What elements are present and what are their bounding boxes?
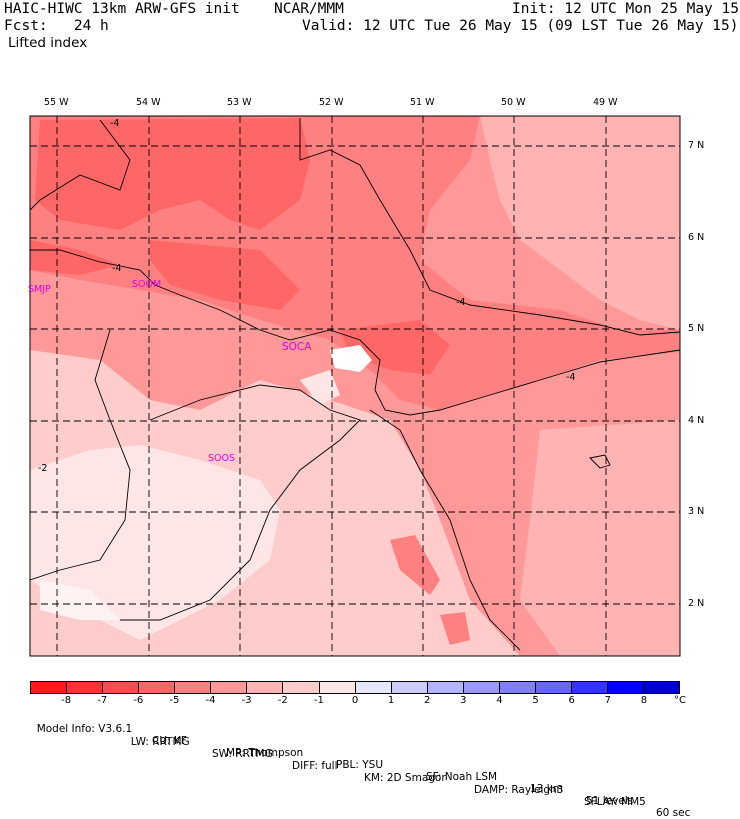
lon-label: 49 W bbox=[593, 97, 618, 108]
colorbar-swatch bbox=[211, 682, 248, 693]
colorbar-swatch bbox=[31, 682, 68, 693]
colorbar-tick-label: -7 bbox=[97, 695, 108, 706]
lat-label: 4 N bbox=[688, 415, 705, 426]
colorbar-tick-label: -4 bbox=[205, 695, 216, 706]
contour-label: -4 bbox=[110, 118, 120, 129]
colorbar bbox=[30, 681, 680, 694]
init-time: Init: 12 UTC Mon 25 May 15 bbox=[512, 1, 739, 17]
org-label: NCAR/MMM bbox=[274, 1, 344, 17]
contour-label: -4 bbox=[456, 297, 466, 308]
footer-model-info: Model Info: V3.6.1 CU: KF MP: Thompson P… bbox=[30, 711, 691, 819]
station-label: SOOS bbox=[208, 453, 236, 464]
colorbar-swatch bbox=[175, 682, 212, 693]
colorbar-swatch bbox=[355, 682, 392, 693]
colorbar-swatch bbox=[283, 682, 320, 693]
colorbar-tick-label: 2 bbox=[424, 695, 431, 706]
colorbar-swatch bbox=[103, 682, 140, 693]
forecast-hour: Fcst: 24 h bbox=[4, 18, 109, 34]
colorbar-tick-label: -5 bbox=[169, 695, 180, 706]
field-shading bbox=[30, 116, 680, 656]
lat-label: 2 N bbox=[688, 598, 705, 609]
colorbar-tick-label: -3 bbox=[241, 695, 252, 706]
contours bbox=[30, 118, 680, 651]
footer-item: Model Info: V3.6.1 bbox=[36, 723, 133, 735]
lon-label: 53 W bbox=[227, 97, 252, 108]
contour-label: -2 bbox=[38, 463, 48, 474]
colorbar-tick-label: -1 bbox=[313, 695, 324, 706]
colorbar-tick-label: 1 bbox=[387, 695, 395, 706]
lon-label: 55 W bbox=[44, 97, 69, 108]
colorbar-swatch bbox=[427, 682, 464, 693]
colorbar-tick-label: 4 bbox=[496, 695, 503, 706]
colorbar-ticks: -8 -7 -6 -5 -4 -3 -2 -1 0 1 2 3 4 5 6 7 8 bbox=[30, 694, 680, 708]
lat-label: 6 N bbox=[688, 232, 705, 243]
lat-label: 7 N bbox=[688, 140, 705, 151]
map-panel bbox=[29, 115, 681, 657]
colorbar-tick-label: 5 bbox=[532, 695, 539, 706]
colorbar-swatch bbox=[391, 682, 428, 693]
lat-label: 5 N bbox=[688, 323, 705, 334]
contour-label: -4 bbox=[112, 263, 122, 274]
footer-physics: LW: RRTMG SW: RRTMG DIFF: full KM: 2D Sm… bbox=[124, 724, 646, 808]
graticule bbox=[30, 116, 680, 656]
colorbar-tick-label: 6 bbox=[568, 695, 575, 706]
colorbar-tick-label: 3 bbox=[460, 695, 467, 706]
colorbar-tick-label: -2 bbox=[277, 695, 288, 706]
station-label: SMJP bbox=[28, 284, 51, 295]
colorbar-tick-label: 0 bbox=[351, 695, 359, 706]
colorbar-swatch bbox=[67, 682, 104, 693]
colorbar-swatch bbox=[644, 682, 680, 693]
model-title: HAIC-HIWC 13km ARW-GFS init bbox=[4, 1, 240, 17]
footer-item: SW: RRTMG bbox=[212, 748, 273, 760]
colorbar-swatch bbox=[535, 682, 572, 693]
colorbar-swatch bbox=[247, 682, 284, 693]
colorbar-unit: °C bbox=[674, 695, 686, 706]
colorbar-swatch bbox=[608, 682, 645, 693]
colorbar-swatch bbox=[571, 682, 608, 693]
lon-label: 54 W bbox=[136, 97, 161, 108]
station-label: SOCA bbox=[282, 341, 312, 353]
colorbar-swatch bbox=[499, 682, 536, 693]
station-label: SOOM bbox=[132, 279, 162, 290]
valid-time: Valid: 12 UTC Tue 26 May 15 (09 LST Tue … bbox=[302, 18, 739, 34]
field-name: Lifted index bbox=[8, 35, 88, 51]
footer-item: LW: RRTMG bbox=[130, 736, 190, 748]
contour-label: -4 bbox=[566, 372, 576, 383]
colorbar-swatch bbox=[319, 682, 356, 693]
colorbar-swatch bbox=[463, 682, 500, 693]
footer-item: PBL: YSU bbox=[336, 759, 384, 771]
lon-label: 50 W bbox=[501, 97, 526, 108]
footer-item: 60 sec bbox=[656, 807, 691, 819]
colorbar-tick-label: 7 bbox=[604, 695, 611, 706]
footer-item: DAMP: Rayleigh3 bbox=[474, 784, 564, 796]
colorbar-tick-label: 8 bbox=[640, 695, 648, 706]
footer-item: KM: 2D Smagor bbox=[364, 772, 446, 784]
footer-item: SFLAY: MM5 bbox=[584, 796, 646, 808]
lon-label: 51 W bbox=[410, 97, 435, 108]
lat-label: 3 N bbox=[688, 506, 705, 517]
lon-label: 52 W bbox=[319, 97, 344, 108]
colorbar-tick-label: -8 bbox=[61, 695, 72, 706]
colorbar-tick-label: -6 bbox=[133, 695, 144, 706]
colorbar-swatch bbox=[139, 682, 176, 693]
footer-item: DIFF: full bbox=[292, 760, 338, 772]
